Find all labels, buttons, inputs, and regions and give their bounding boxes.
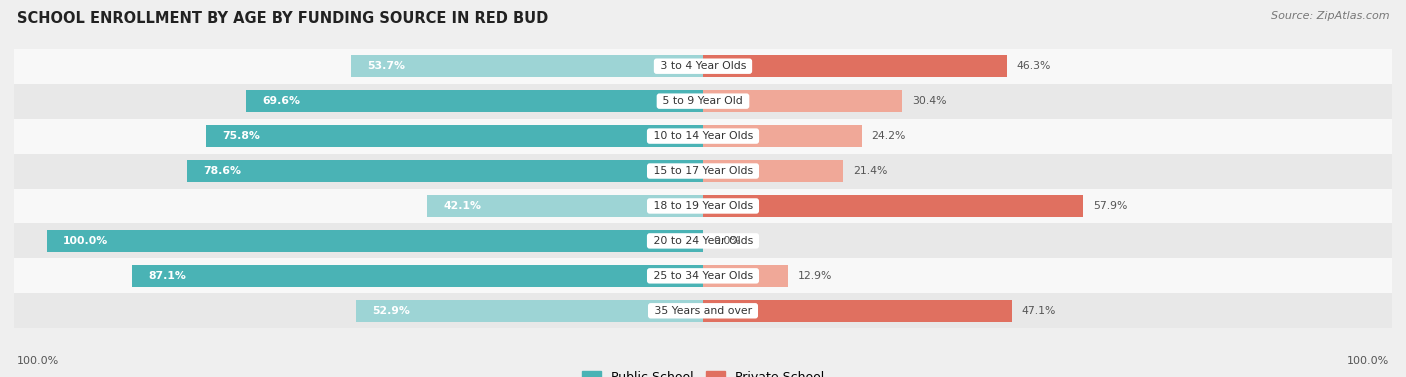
Bar	[356, 300, 703, 322]
Text: 46.3%: 46.3%	[1017, 61, 1052, 71]
Legend: Public School, Private School: Public School, Private School	[576, 366, 830, 377]
Bar	[187, 160, 703, 182]
Text: 69.6%: 69.6%	[263, 96, 301, 106]
Bar	[703, 300, 1012, 322]
Text: 35 Years and over: 35 Years and over	[651, 306, 755, 316]
Bar	[14, 119, 1392, 153]
Text: 25 to 34 Year Olds: 25 to 34 Year Olds	[650, 271, 756, 281]
Text: 78.6%: 78.6%	[204, 166, 242, 176]
Text: 15 to 17 Year Olds: 15 to 17 Year Olds	[650, 166, 756, 176]
Bar	[703, 265, 787, 287]
Bar	[14, 188, 1392, 224]
Text: 47.1%: 47.1%	[1022, 306, 1056, 316]
Bar	[350, 55, 703, 77]
Text: Source: ZipAtlas.com: Source: ZipAtlas.com	[1271, 11, 1389, 21]
Text: 53.7%: 53.7%	[367, 61, 405, 71]
Text: 42.1%: 42.1%	[443, 201, 481, 211]
Bar	[703, 160, 844, 182]
Text: 100.0%: 100.0%	[63, 236, 108, 246]
Text: 24.2%: 24.2%	[872, 131, 905, 141]
Bar	[703, 55, 1007, 77]
Text: 100.0%: 100.0%	[1347, 356, 1389, 366]
Bar	[14, 153, 1392, 188]
Bar	[703, 125, 862, 147]
Text: 30.4%: 30.4%	[912, 96, 946, 106]
Text: 57.9%: 57.9%	[1092, 201, 1128, 211]
Bar	[205, 125, 703, 147]
Text: 12.9%: 12.9%	[797, 271, 832, 281]
Bar	[703, 195, 1083, 217]
Bar	[246, 90, 703, 112]
Text: 3 to 4 Year Olds: 3 to 4 Year Olds	[657, 61, 749, 71]
Text: 21.4%: 21.4%	[853, 166, 887, 176]
Text: 10 to 14 Year Olds: 10 to 14 Year Olds	[650, 131, 756, 141]
Bar	[14, 84, 1392, 119]
Text: 18 to 19 Year Olds: 18 to 19 Year Olds	[650, 201, 756, 211]
Bar	[427, 195, 703, 217]
Text: 0.0%: 0.0%	[713, 236, 741, 246]
Text: 52.9%: 52.9%	[373, 306, 411, 316]
Bar	[14, 49, 1392, 84]
Bar	[14, 258, 1392, 293]
Text: 100.0%: 100.0%	[17, 356, 59, 366]
Bar	[703, 90, 903, 112]
Text: 87.1%: 87.1%	[148, 271, 186, 281]
Bar	[132, 265, 703, 287]
Text: 5 to 9 Year Old: 5 to 9 Year Old	[659, 96, 747, 106]
Bar	[46, 230, 703, 252]
Text: SCHOOL ENROLLMENT BY AGE BY FUNDING SOURCE IN RED BUD: SCHOOL ENROLLMENT BY AGE BY FUNDING SOUR…	[17, 11, 548, 26]
Text: 75.8%: 75.8%	[222, 131, 260, 141]
Text: 20 to 24 Year Olds: 20 to 24 Year Olds	[650, 236, 756, 246]
Bar	[14, 293, 1392, 328]
Bar	[14, 224, 1392, 258]
